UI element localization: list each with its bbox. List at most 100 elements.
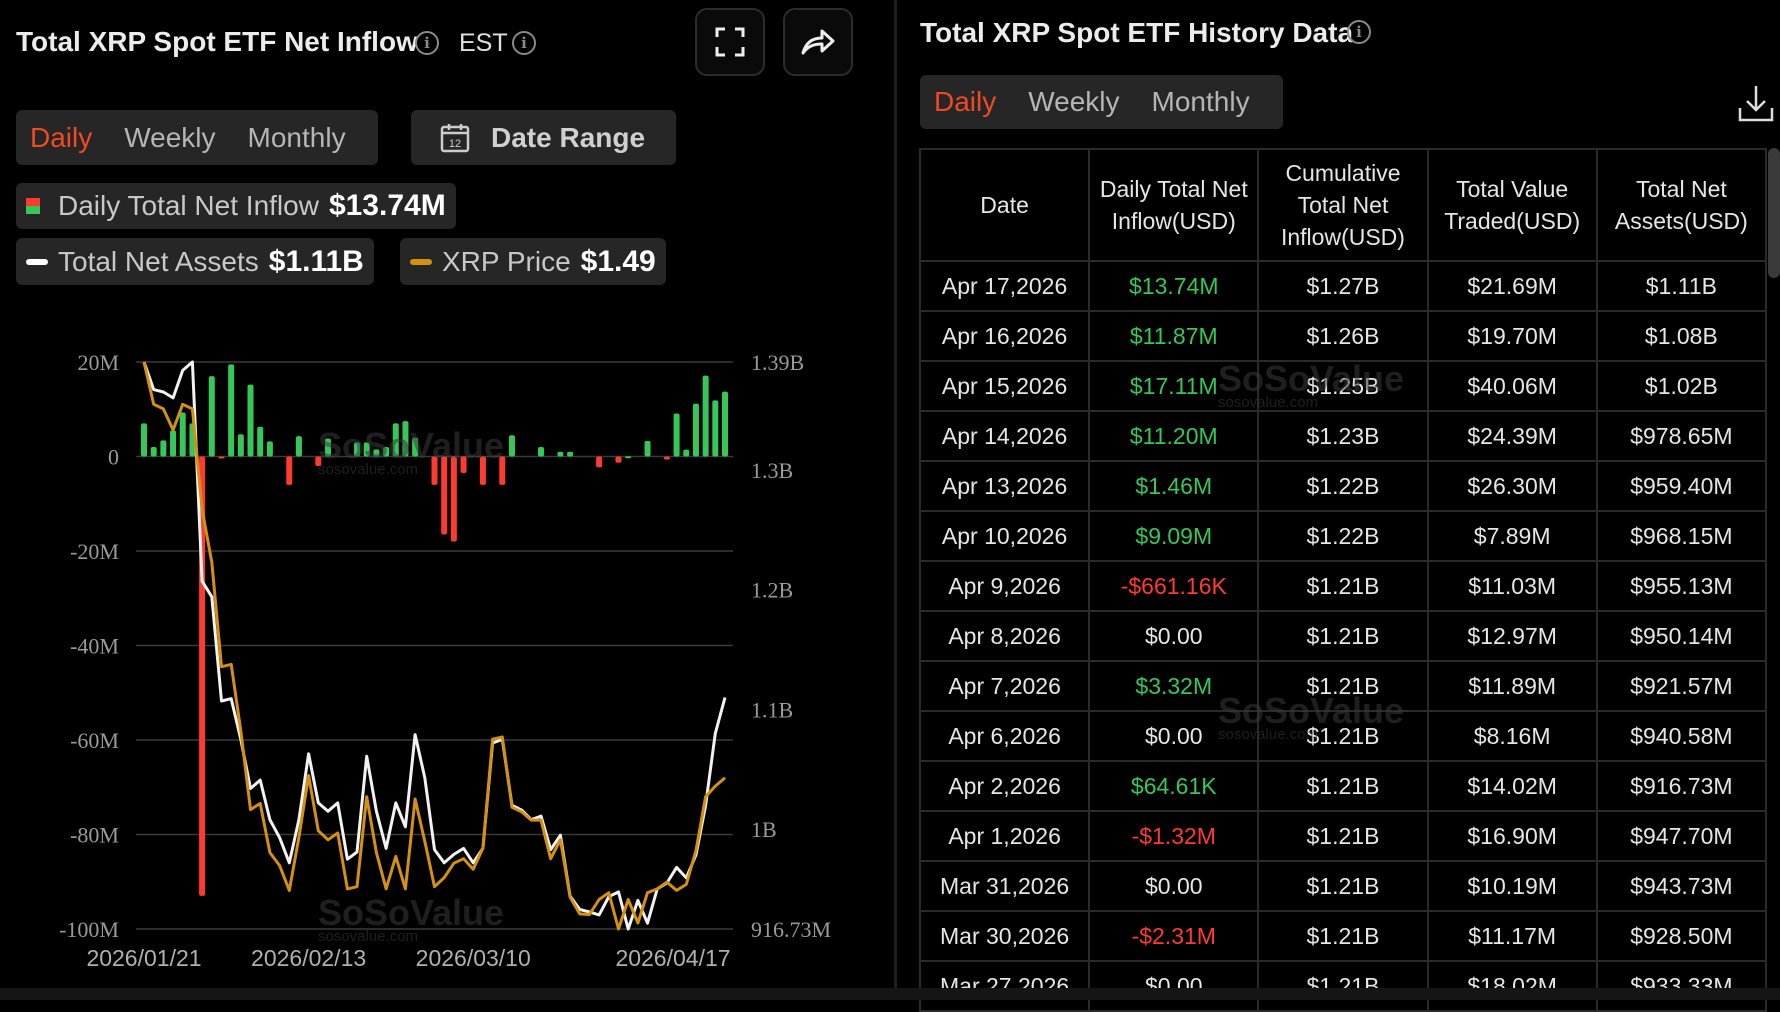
legend-label: Daily Total Net Inflow bbox=[58, 190, 319, 221]
date-range-label: Date Range bbox=[491, 121, 646, 153]
x-axis-tick: 2026/02/13 bbox=[251, 945, 366, 971]
x-axis-tick: 2026/01/21 bbox=[86, 945, 201, 971]
history-title: Total XRP Spot ETF History Data bbox=[920, 17, 1354, 48]
inflow-bar bbox=[702, 375, 709, 457]
left-axis-tick: -100M bbox=[59, 917, 119, 942]
date-cell: Apr 14,2026 bbox=[918, 410, 1091, 462]
date-range-button[interactable]: 12 Date Range bbox=[411, 110, 676, 165]
inflow-bar bbox=[615, 456, 622, 463]
fullscreen-icon bbox=[715, 27, 745, 57]
cumulative-inflow-cell: $1.21B bbox=[1257, 710, 1429, 762]
inflow-bar bbox=[383, 447, 390, 457]
tab-daily[interactable]: Daily bbox=[934, 86, 997, 117]
legend-xrp-price[interactable]: XRP Price $1.49 bbox=[400, 238, 666, 285]
daily-inflow-cell: $11.20M bbox=[1088, 410, 1260, 462]
inflow-bar bbox=[538, 447, 545, 457]
inflow-bar bbox=[208, 376, 215, 457]
left-axis-tick: 20M bbox=[77, 350, 119, 375]
info-icon[interactable]: i bbox=[415, 31, 439, 55]
table-row: Mar 30,2026 -$2.31M $1.21B $11.17M $928.50M bbox=[918, 910, 1768, 962]
daily-inflow-cell: $9.09M bbox=[1088, 510, 1260, 562]
inflow-bar bbox=[363, 442, 370, 457]
legend-daily-inflow[interactable]: Daily Total Net Inflow $13.74M bbox=[16, 183, 456, 229]
table-row: Apr 6,2026 $0.00 $1.21B $8.16M $940.58M bbox=[918, 710, 1768, 762]
tab-monthly[interactable]: Monthly bbox=[247, 121, 346, 153]
tab-weekly[interactable]: Weekly bbox=[1028, 86, 1120, 117]
net-assets-cell: $950.14M bbox=[1595, 610, 1768, 662]
cumulative-inflow-cell: $1.21B bbox=[1257, 860, 1429, 912]
inflow-bar bbox=[324, 438, 331, 457]
legend-total-net-assets[interactable]: Total Net Assets $1.11B bbox=[16, 238, 374, 285]
date-cell: Apr 10,2026 bbox=[918, 510, 1091, 562]
fullscreen-button[interactable] bbox=[695, 8, 765, 76]
net-assets-cell: $947.70M bbox=[1595, 810, 1768, 862]
net-assets-cell: $933.33M bbox=[1595, 960, 1768, 1012]
tab-daily[interactable]: Daily bbox=[30, 121, 93, 153]
value-traded-cell: $11.89M bbox=[1426, 660, 1598, 712]
column-header: Total Net Assets(USD) bbox=[1595, 148, 1768, 262]
inflow-bar bbox=[266, 441, 273, 457]
inflow-swatch-icon bbox=[26, 198, 40, 214]
inflow-bar bbox=[596, 456, 603, 468]
calendar-icon: 12 bbox=[440, 123, 470, 152]
inflow-bar bbox=[460, 456, 467, 474]
inflow-bar bbox=[412, 437, 419, 457]
history-period-tabs: Daily Weekly Monthly bbox=[920, 75, 1283, 129]
table-row: Apr 8,2026 $0.00 $1.21B $12.97M $950.14M bbox=[918, 610, 1768, 662]
watermark-logo: SoSoValue sosovalue.com bbox=[1218, 358, 1405, 411]
inflow-bar bbox=[625, 456, 632, 459]
inflow-bar bbox=[160, 440, 167, 457]
table-row: Apr 7,2026 $3.32M $1.21B $11.89M $921.57M bbox=[918, 660, 1768, 712]
date-cell: Apr 15,2026 bbox=[918, 360, 1091, 412]
value-traded-cell: $19.70M bbox=[1426, 310, 1598, 362]
value-traded-cell: $40.06M bbox=[1426, 360, 1598, 412]
info-icon[interactable]: i bbox=[512, 31, 536, 55]
inflow-bar bbox=[402, 421, 409, 457]
cumulative-inflow-cell: $1.26B bbox=[1257, 310, 1429, 362]
date-cell: Mar 30,2026 bbox=[918, 910, 1091, 962]
inflow-bar bbox=[450, 456, 457, 542]
net-assets-cell: $1.08B bbox=[1595, 310, 1768, 362]
inflow-bar bbox=[557, 451, 564, 457]
inflow-bar bbox=[567, 451, 574, 457]
table-scrollbar[interactable] bbox=[1768, 148, 1780, 278]
tab-weekly[interactable]: Weekly bbox=[124, 121, 216, 153]
value-traded-cell: $16.90M bbox=[1426, 810, 1598, 862]
inflow-bar bbox=[644, 440, 651, 457]
right-axis-tick: 1.3B bbox=[751, 458, 793, 483]
legend-value: $1.49 bbox=[580, 244, 656, 278]
daily-inflow-cell: $13.74M bbox=[1088, 260, 1260, 312]
column-header: Daily Total Net Inflow(USD) bbox=[1088, 148, 1260, 262]
left-axis-tick: -80M bbox=[70, 823, 119, 848]
cumulative-inflow-cell: $1.22B bbox=[1257, 460, 1429, 512]
download-icon[interactable] bbox=[1738, 84, 1774, 122]
share-button[interactable] bbox=[783, 8, 853, 76]
table-row: Mar 31,2026 $0.00 $1.21B $10.19M $943.73M bbox=[918, 860, 1768, 912]
inflow-bar bbox=[722, 391, 728, 457]
inflow-bar bbox=[441, 456, 448, 535]
inflow-bar bbox=[479, 456, 486, 485]
inflow-bar bbox=[354, 442, 361, 457]
cumulative-inflow-cell: $1.21B bbox=[1257, 960, 1429, 1012]
x-axis-tick: 2026/04/17 bbox=[615, 945, 730, 971]
net-inflow-chart[interactable]: 20M 0 -20M -40M -60M -80M -100M 1.39B 1.3B 1.2B 1.… bbox=[0, 330, 890, 985]
cumulative-inflow-cell: $1.21B bbox=[1257, 910, 1429, 962]
net-assets-cell: $928.50M bbox=[1595, 910, 1768, 962]
table-row: Apr 1,2026 -$1.32M $1.21B $16.90M $947.70M bbox=[918, 810, 1768, 862]
daily-inflow-cell: -$1.32M bbox=[1088, 810, 1260, 862]
info-icon[interactable]: i bbox=[1347, 20, 1371, 44]
value-traded-cell: $26.30M bbox=[1426, 460, 1598, 512]
daily-inflow-cell: $17.11M bbox=[1088, 360, 1260, 412]
share-icon bbox=[801, 29, 835, 55]
tab-monthly[interactable]: Monthly bbox=[1151, 86, 1250, 117]
daily-inflow-cell: $1.46M bbox=[1088, 460, 1260, 512]
inflow-bar bbox=[431, 456, 438, 485]
price-swatch-icon bbox=[410, 258, 432, 265]
timezone-label: EST bbox=[459, 29, 508, 57]
legend-label: Total Net Assets bbox=[58, 245, 259, 277]
net-assets-cell: $968.15M bbox=[1595, 510, 1768, 562]
cumulative-inflow-cell: $1.21B bbox=[1257, 810, 1429, 862]
date-cell: Apr 9,2026 bbox=[918, 560, 1091, 612]
left-axis-tick: -40M bbox=[70, 634, 119, 659]
left-axis-tick: 0 bbox=[108, 445, 119, 470]
